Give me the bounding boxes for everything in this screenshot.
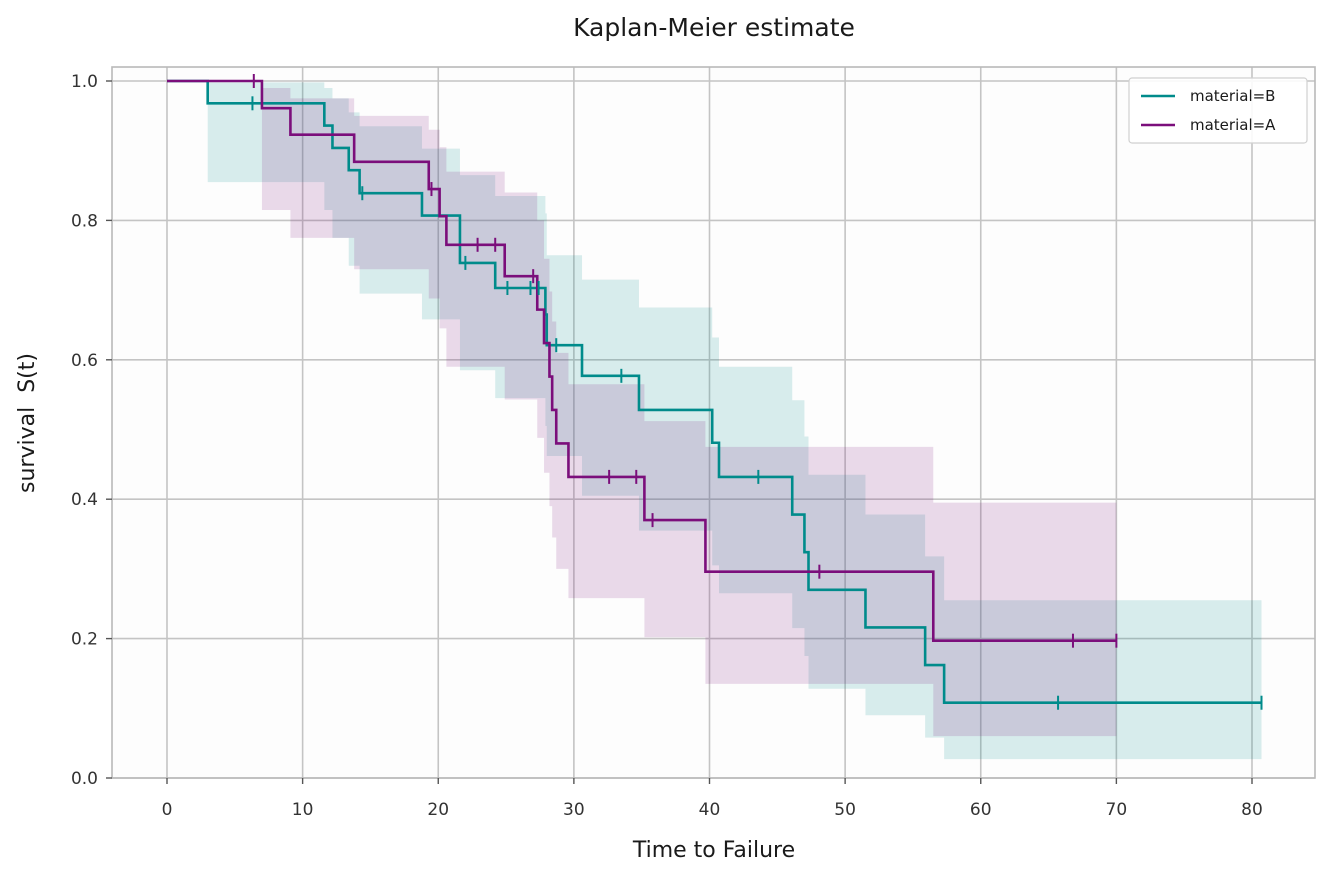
legend-box [1128,77,1308,144]
y-tick-label: 0.4 [71,490,98,510]
y-tick-label: 0.0 [71,769,98,789]
y-axis-label: survival S(t) [15,353,40,493]
x-tick-label: 50 [834,800,856,820]
survival-curves [167,79,1262,705]
plot-frame [111,66,1316,779]
x-tick-label: 40 [699,800,721,820]
survival-curve-material-a [167,79,1117,642]
legend-label-material-a: material=A [1190,116,1276,134]
chart-title: Kaplan-Meier estimate [573,13,855,42]
x-tick-label: 70 [1106,800,1128,820]
x-tick-label: 20 [427,800,449,820]
y-tick-label: 0.2 [71,630,98,650]
x-tick-label: 80 [1241,800,1263,820]
censor-marks [251,74,1263,710]
x-tick-label: 0 [162,800,173,820]
x-tick-label: 10 [292,800,314,820]
y-tick-label: 0.8 [71,211,98,231]
ci-band-material-b [167,81,1262,760]
y-tick-label: 1.0 [71,72,98,92]
x-tick-label: 60 [970,800,992,820]
legend-label-material-b: material=B [1190,87,1275,105]
legend: material=B material=A [1128,77,1308,144]
x-axis-label: Time to Failure [632,838,795,863]
survival-curve-material-b [167,79,1262,705]
x-tick-label: 30 [563,800,585,820]
axis-ticks: 0 10 20 30 40 50 60 70 80 0.0 0.2 0.4 0.6 0.8 1.0 [71,72,1263,820]
y-tick-label: 0.6 [71,351,98,371]
